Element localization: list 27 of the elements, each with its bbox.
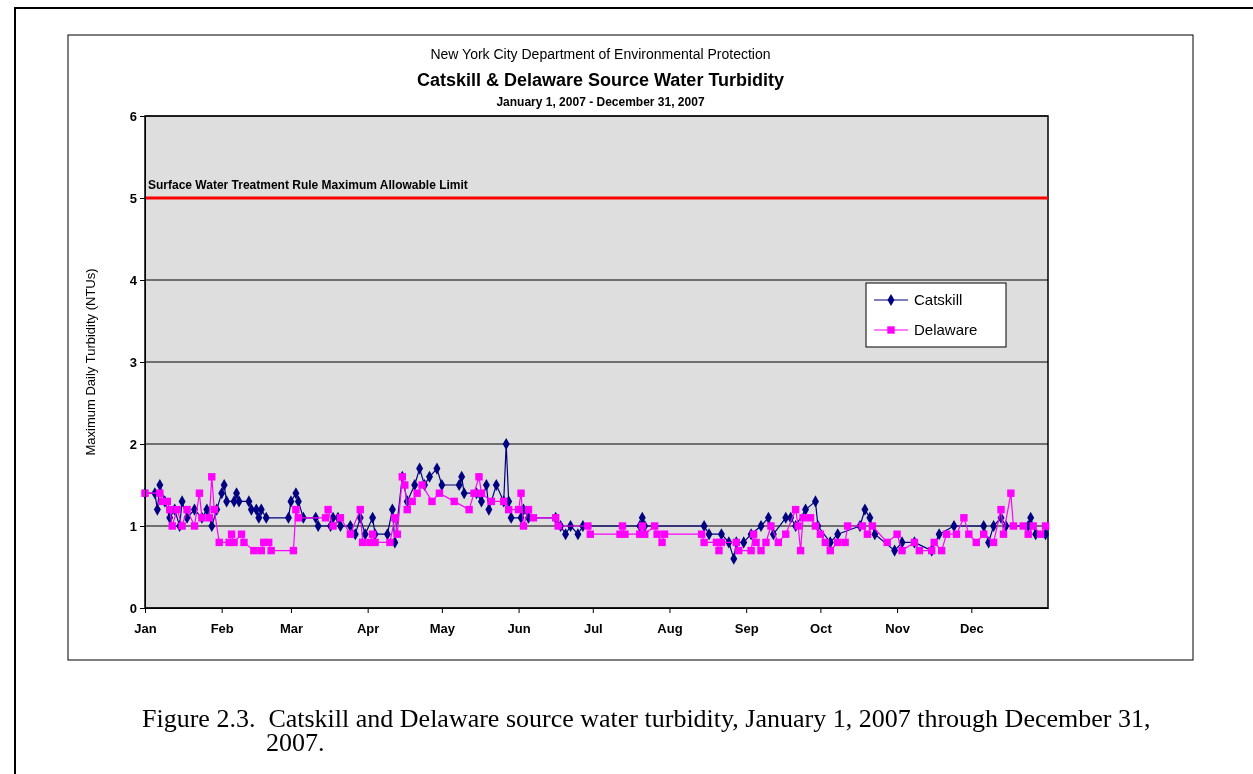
x-tick-label: Sep [734, 620, 759, 636]
y-tick-label: 1 [129, 518, 137, 534]
x-tick-label: Mar [279, 620, 304, 636]
chart-title: Catskill & Delaware Source Water Turbidity [416, 70, 785, 90]
x-tick-label: Aug [657, 620, 683, 636]
ref-line-label: Surface Water Treatment Rule Maximum Allowable Limit [148, 178, 468, 192]
y-tick-label: 0 [129, 600, 137, 616]
y-tick-label: 3 [129, 354, 137, 370]
x-tick-label: Jan [134, 620, 157, 636]
y-tick-label: 2 [129, 436, 137, 452]
chart-subtitle: January 1, 2007 - December 31, 2007 [496, 95, 705, 109]
x-tick-label: Feb [210, 620, 234, 636]
x-tick-label: Dec [959, 620, 984, 636]
y-tick-label: 4 [129, 272, 138, 288]
x-tick-label: Nov [885, 620, 911, 636]
legend-label: Catskill [914, 291, 963, 308]
x-tick-label: Apr [356, 620, 380, 636]
y-tick-label: 6 [129, 108, 137, 124]
y-tick-label: 5 [129, 190, 137, 206]
caption: Figure 2.3. Catskill and Delaware source water turbidity, January 1, 2007 through December 31, 2007. [142, 704, 1151, 757]
text: New York City Department of Environmental Protection [430, 46, 771, 62]
x-tick-label: Oct [810, 620, 833, 636]
x-tick-label: Jun [507, 620, 531, 636]
x-tick-label: May [429, 620, 456, 636]
legend-label: Delaware [914, 321, 978, 338]
x-tick-label: Jul [583, 620, 603, 636]
y-axis-title: Maximum Daily Turbidity (NTUs) [83, 268, 98, 456]
